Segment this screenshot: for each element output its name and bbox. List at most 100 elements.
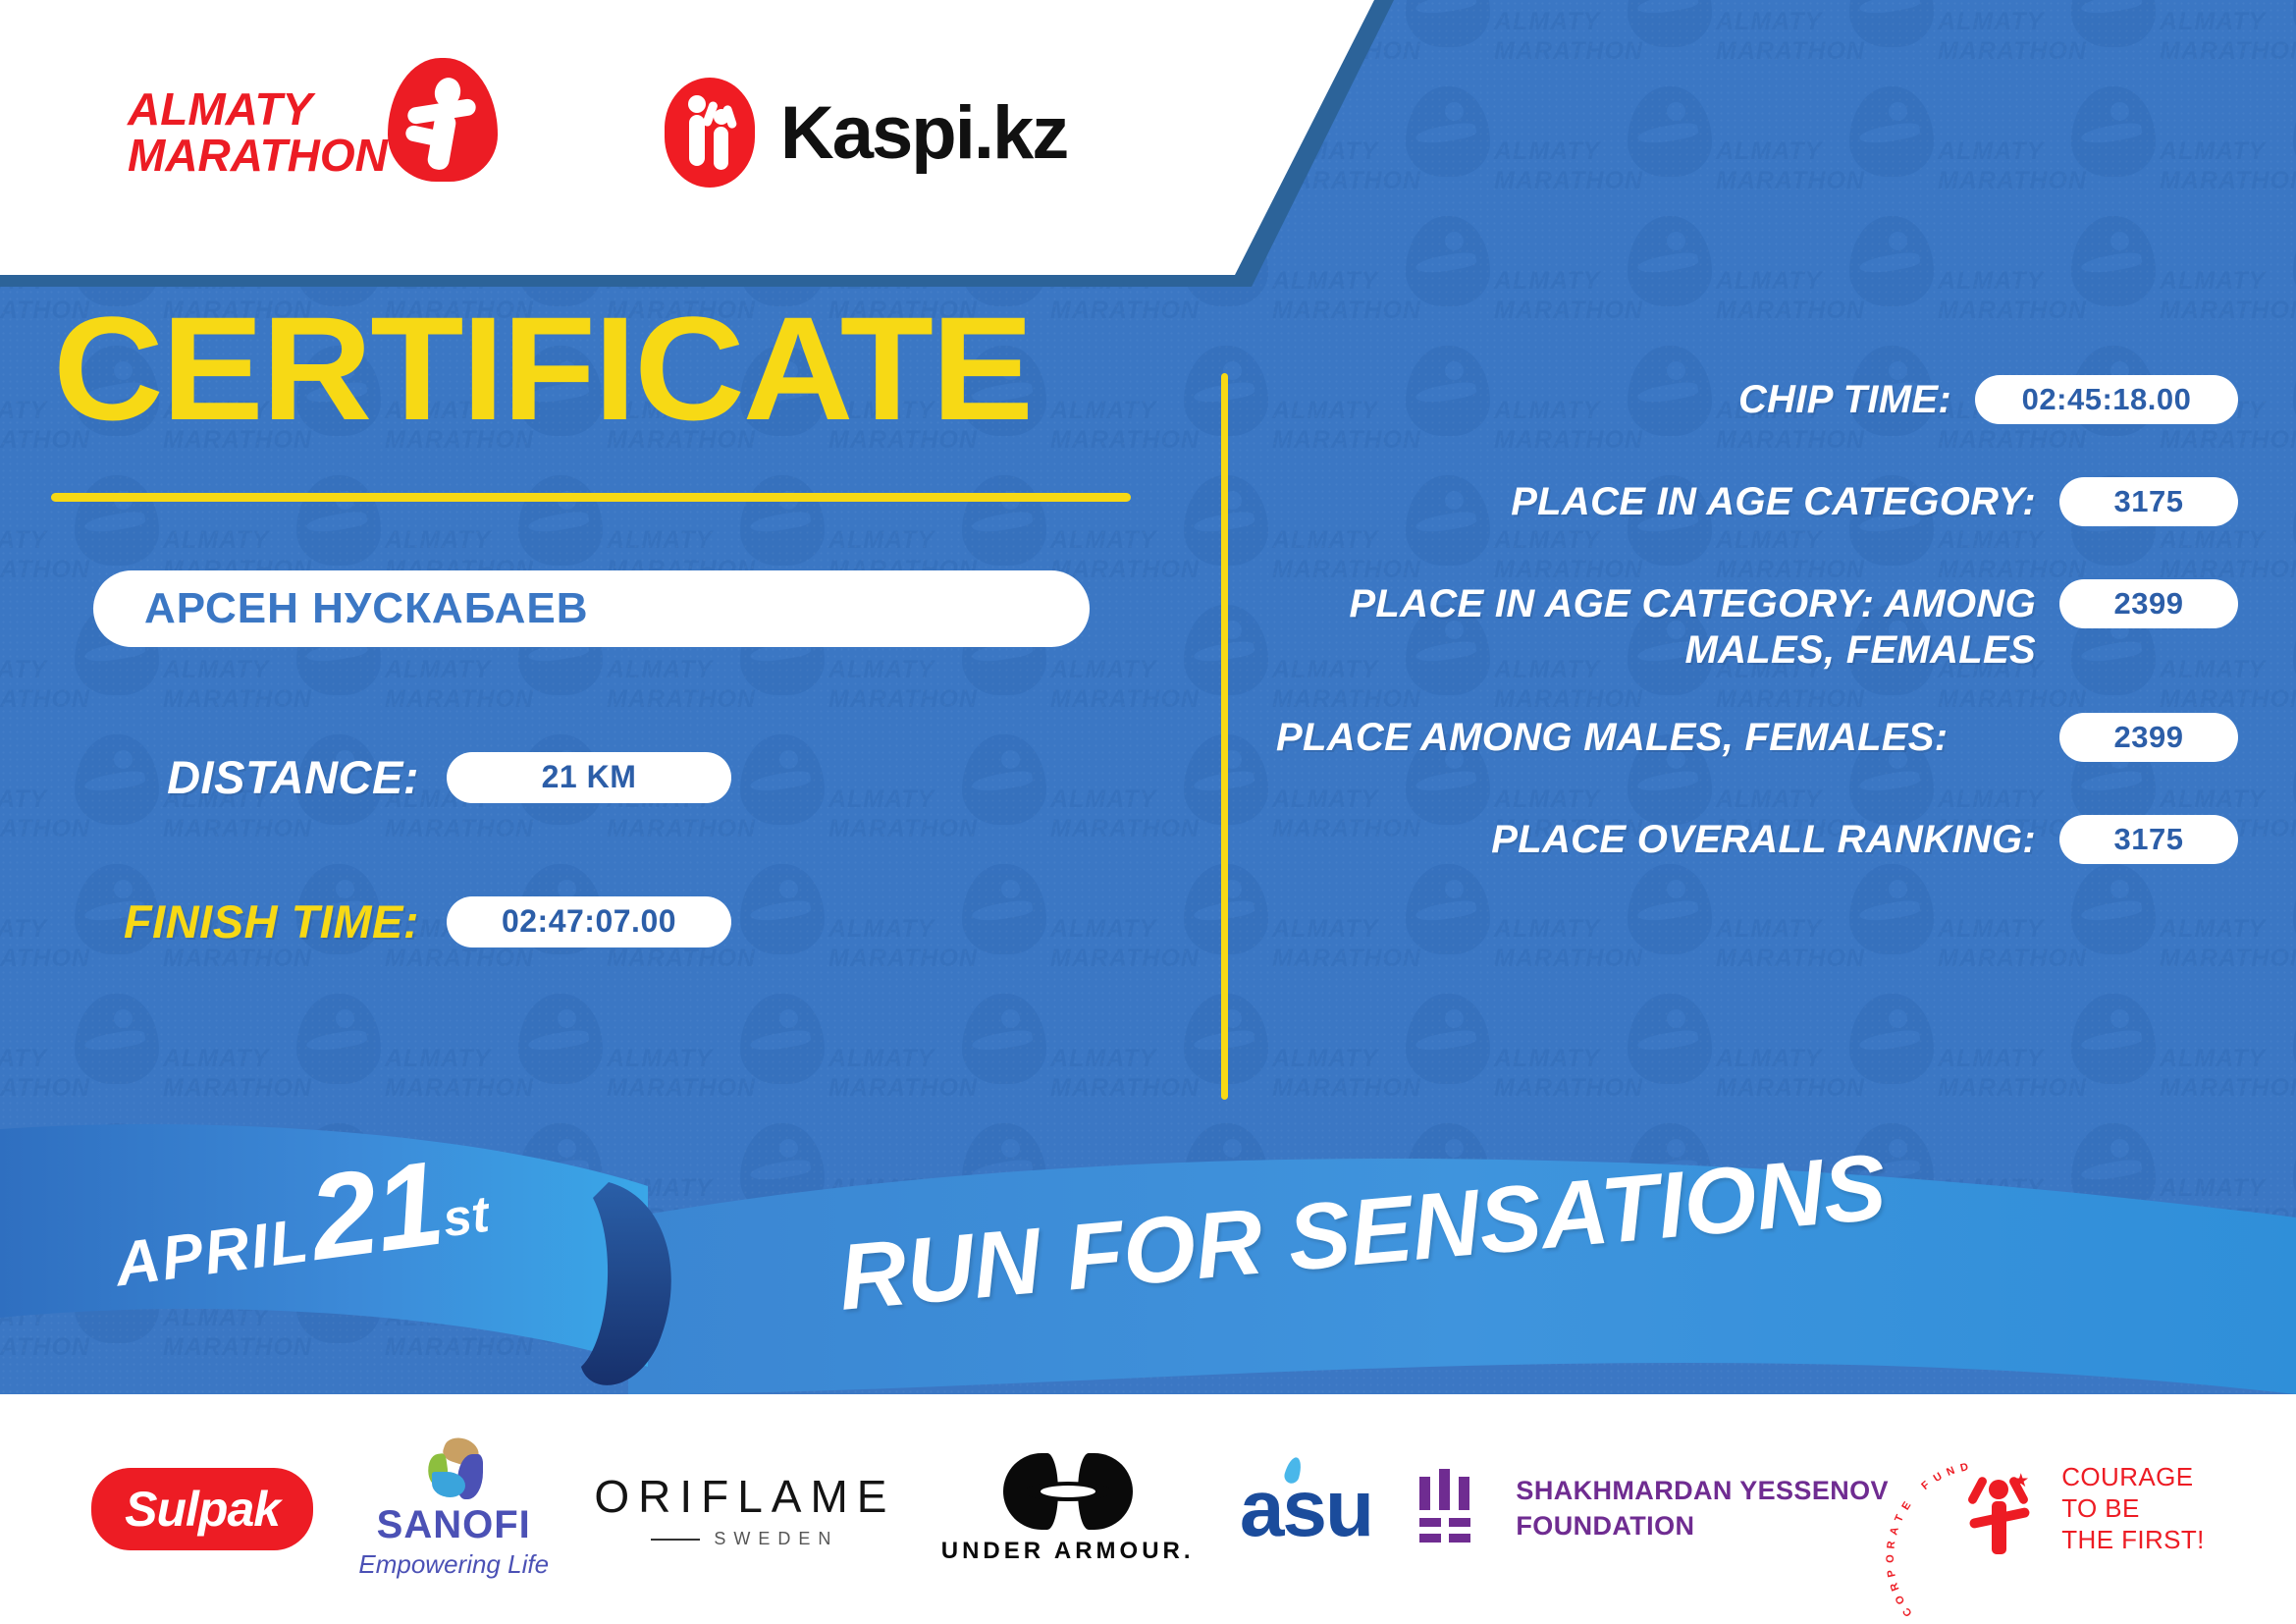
left-column: CERTIFICATE АРСЕН НУСКАБАЕВ DISTANCE: 21… — [0, 295, 1198, 948]
corporate-fund-slogan: COURAGE TO BE THE FIRST! — [2061, 1462, 2205, 1554]
right-column: CHIP TIME: 02:45:18.00 PLACE IN AGE CATE… — [1276, 373, 2238, 915]
under-armour-wordmark: UNDER ARMOUR. — [940, 1538, 1195, 1564]
place-age-category-row: PLACE IN AGE CATEGORY: 3175 — [1276, 475, 2238, 540]
under-armour-icon — [1002, 1453, 1133, 1530]
title-underline — [51, 493, 1131, 502]
runner-drop-icon — [387, 58, 498, 182]
place-among-gender-row: PLACE AMONG MALES, FEMALES: 2399 — [1276, 711, 2238, 776]
sanofi-bird-icon — [422, 1434, 485, 1499]
distance-value: 21 KM — [447, 751, 731, 803]
place-overall-ranking-label: PLACE OVERALL RANKING: — [1491, 818, 2036, 862]
chip-time-label: CHIP TIME: — [1737, 378, 1951, 421]
yessenov-wordmark: SHAKHMARDAN YESSENOV FOUNDATION — [1516, 1476, 1889, 1541]
oriflame-wordmark: ORIFLAME — [594, 1470, 896, 1522]
almaty-marathon-logo: ALMATY MARATHON — [128, 58, 498, 182]
kaspi-wordmark: Kaspi.kz — [779, 90, 1069, 175]
page-title: CERTIFICATE — [53, 286, 1034, 451]
sponsor-oriflame: ORIFLAME SWEDEN — [594, 1470, 895, 1549]
sponsor-yessenov-foundation: SHAKHMARDAN YESSENOV FOUNDATION — [1417, 1469, 1889, 1549]
place-age-category-gender-label: PLACE IN AGE CATEGORY: AMONG MALES, FEMA… — [1349, 582, 2036, 673]
chip-time-row: CHIP TIME: 02:45:18.00 — [1276, 373, 2238, 438]
sponsor-sulpak: Sulpak — [91, 1468, 314, 1550]
place-overall-ranking-value: 3175 — [2059, 815, 2238, 865]
sanofi-wordmark: SANOFI — [376, 1503, 531, 1546]
oriflame-tagline: SWEDEN — [594, 1529, 895, 1549]
distance-label: DISTANCE: — [167, 751, 419, 803]
asu-wordmark: asu — [1240, 1455, 1374, 1555]
place-age-category-value: 3175 — [2059, 477, 2238, 526]
place-overall-ranking-row: PLACE OVERALL RANKING: 3175 — [1276, 813, 2238, 878]
sponsor-strip: Sulpak SANOFI Empowering Life ORIFLAME S… — [0, 1394, 2296, 1624]
sanofi-tagline: Empowering Life — [358, 1549, 550, 1579]
sponsor-asu: asu — [1240, 1455, 1374, 1555]
finish-time-value: 02:47:07.00 — [447, 895, 731, 947]
almaty-marathon-line2: MARATHON — [128, 130, 388, 181]
sponsor-sanofi: SANOFI Empowering Life — [358, 1434, 550, 1580]
finish-time-label: FINISH TIME: — [123, 895, 419, 947]
place-age-category-label: PLACE IN AGE CATEGORY: — [1511, 480, 2036, 523]
vertical-divider — [1221, 373, 1228, 1100]
athlete-name-value: АРСЕН НУСКАБАЕВ — [144, 584, 589, 632]
header-panel: ALMATY MARATHON Kaspi.kz — [0, 0, 1374, 275]
kaspi-people-icon — [664, 78, 755, 188]
place-among-gender-label: PLACE AMONG MALES, FEMALES: — [1276, 716, 1949, 760]
kaspi-logo: Kaspi.kz — [664, 78, 1069, 188]
place-among-gender-value: 2399 — [2059, 713, 2238, 763]
place-age-category-gender-row: PLACE IN AGE CATEGORY: AMONG MALES, FEMA… — [1276, 577, 2238, 674]
chip-time-value: 02:45:18.00 — [1975, 375, 2238, 424]
finish-time-row: FINISH TIME: 02:47:07.00 — [93, 894, 1198, 948]
almaty-marathon-line1: ALMATY — [128, 83, 313, 135]
distance-row: DISTANCE: 21 KM — [93, 750, 1198, 804]
athlete-name-field: АРСЕН НУСКАБАЕВ — [93, 570, 1090, 647]
sulpak-wordmark: Sulpak — [91, 1468, 314, 1550]
corporate-fund-figure-icon: ★ — [1966, 1470, 2031, 1558]
